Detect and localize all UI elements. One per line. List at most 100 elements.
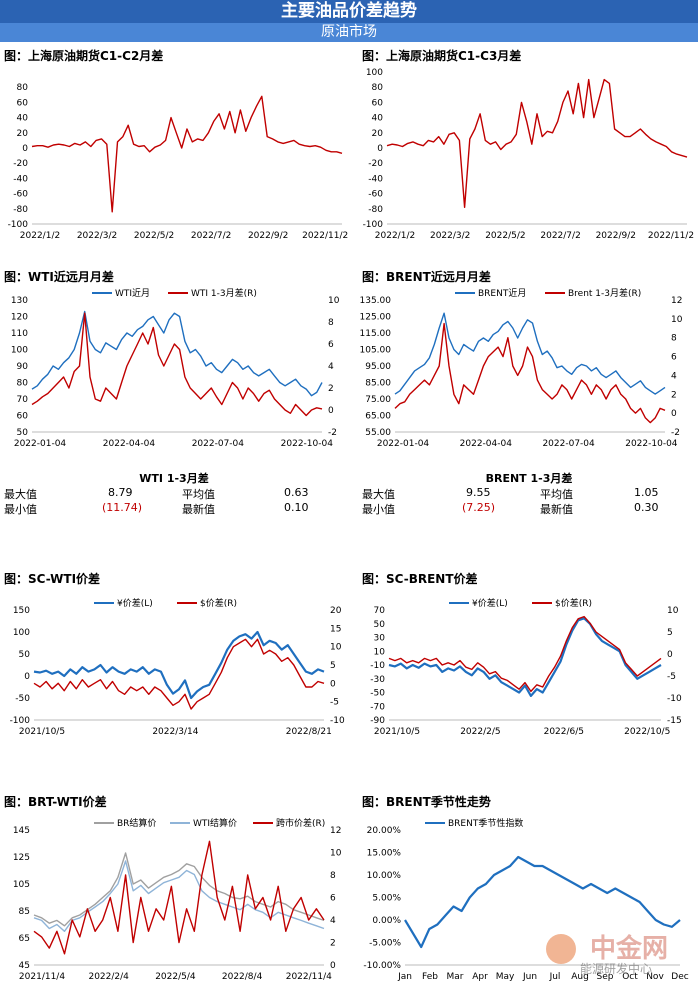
stat-min-label: 最小值 <box>362 503 395 516</box>
y-tick-label: 70 <box>374 606 386 616</box>
x-tick-label: 2022/7/2 <box>540 231 580 241</box>
x-tick-label: Nov <box>646 972 664 982</box>
y2-tick-label: 2 <box>671 390 677 400</box>
y-tick-label: 125 <box>13 853 30 863</box>
y-tick-label: 15.00% <box>367 849 402 859</box>
y-tick-label: 30 <box>374 634 386 644</box>
legend-label: BR结算价 <box>117 817 156 829</box>
y-tick-label: -90 <box>370 716 385 726</box>
y-tick-label: 105.00 <box>360 346 392 356</box>
chart-title-wti: 图：WTI近远月月差 <box>4 270 114 284</box>
y-tick-label: 10.00% <box>367 871 402 881</box>
y2-tick-label: -2 <box>328 428 337 438</box>
x-tick-label: 2022/3/14 <box>152 727 198 737</box>
stat-max-label: 最大值 <box>362 488 395 501</box>
series-line-2 <box>33 638 325 710</box>
x-tick-label: 2022/3/2 <box>77 231 117 241</box>
y-tick-label: -20 <box>368 159 383 169</box>
watermark-logo-icon <box>546 934 576 964</box>
y2-tick-label: 0 <box>330 679 336 689</box>
y-tick-label: 55.00 <box>365 428 391 438</box>
series-line-2 <box>33 860 325 933</box>
y2-tick-label: -10 <box>667 694 682 704</box>
y-tick-label: 135.00 <box>360 296 392 306</box>
x-tick-label: 2022/5/2 <box>485 231 525 241</box>
x-tick-label: 2022-10-04 <box>281 439 334 449</box>
x-tick-label: 2022/8/4 <box>222 972 263 982</box>
y-tick-label: 115.00 <box>360 329 392 339</box>
y-tick-label: 40 <box>17 114 29 124</box>
legend-label: WTI结算价 <box>193 817 237 829</box>
y2-tick-label: 0 <box>330 961 336 971</box>
stat-min-value: (7.25) <box>462 501 496 514</box>
stat-last-label: 最新值 <box>182 503 215 516</box>
y-tick-label: 90 <box>17 362 29 372</box>
y-tick-label: 60 <box>17 412 29 422</box>
x-tick-label: 2021/10/5 <box>374 727 420 737</box>
series-line-1 <box>31 310 323 397</box>
legend-label: 跨市价差(R) <box>276 817 325 829</box>
chart-brt-wti: 45 65 85 105 125 145 0 2 4 6 8 10 12 2021/11/4 2022/2/… <box>13 817 342 982</box>
stat-avg-value: 1.05 <box>634 486 659 499</box>
y-tick-label: 150 <box>13 606 30 616</box>
chart-brent-seasonal: -10.00% -5.00% 0.00% 5.00% 10.00% 15.00% 20.00… <box>363 817 688 982</box>
y-tick-label: 105 <box>13 880 30 890</box>
y2-tick-label: 8 <box>328 318 334 328</box>
x-tick-label: 2022/1/2 <box>20 231 60 241</box>
y2-tick-label: -10 <box>330 716 345 726</box>
x-tick-label: Aug <box>571 972 589 982</box>
x-tick-label: 2022/1/2 <box>375 231 415 241</box>
series-line-1 <box>33 852 325 927</box>
page-title: 主要油品价差趋势 <box>0 0 698 23</box>
x-tick-label: 2022-07-04 <box>542 439 595 449</box>
y-tick-label: 125.00 <box>360 313 392 323</box>
watermark-account: 能源研发中心 <box>580 962 653 976</box>
x-tick-label: May <box>496 972 515 982</box>
y2-tick-label: 10 <box>330 643 342 653</box>
y2-tick-label: 2 <box>330 939 336 949</box>
x-tick-label: 2021/11/4 <box>19 972 65 982</box>
y-tick-label: 145 <box>13 826 30 836</box>
x-tick-label: Sep <box>597 972 614 982</box>
y-tick-label: -40 <box>368 174 383 184</box>
series-line-2 <box>394 322 666 424</box>
y-tick-label: 75.00 <box>365 395 391 405</box>
y2-tick-label: 6 <box>330 894 336 904</box>
x-tick-label: 2022-04-04 <box>103 439 156 449</box>
y2-tick-label: 12 <box>330 826 341 836</box>
y2-tick-label: 5 <box>667 628 673 638</box>
x-tick-label: 2022-07-04 <box>192 439 245 449</box>
y2-tick-label: 4 <box>328 362 334 372</box>
y2-tick-label: 2 <box>328 384 334 394</box>
y-tick-label: 100 <box>11 346 28 356</box>
legend-label: WTI 1-3月差(R) <box>191 287 257 299</box>
stat-last-label: 最新值 <box>540 503 573 516</box>
y2-tick-label: 8 <box>671 334 677 344</box>
y-tick-label: 20.00% <box>367 826 402 836</box>
y2-tick-label: 10 <box>667 606 679 616</box>
y-tick-label: -10.00% <box>363 961 401 971</box>
stat-max-label: 最大值 <box>4 488 37 501</box>
stat-last-value: 0.30 <box>634 501 659 514</box>
series-line-1 <box>33 630 325 700</box>
x-tick-label: Mar <box>447 972 464 982</box>
y-tick-label: 50 <box>17 428 29 438</box>
x-tick-label: 2022/9/2 <box>248 231 288 241</box>
y2-tick-label: 10 <box>671 315 683 325</box>
stat-max-value: 8.79 <box>108 486 133 499</box>
x-tick-label: 2022/8/21 <box>286 727 332 737</box>
x-tick-label: 2022-04-04 <box>460 439 513 449</box>
stat-min-value: (11.74) <box>102 501 143 514</box>
x-tick-label: Feb <box>422 972 438 982</box>
y-tick-label: 70 <box>17 395 29 405</box>
series-line-1 <box>31 95 343 213</box>
x-tick-label: Jun <box>522 972 537 982</box>
legend-label: BRENT近月 <box>478 287 526 299</box>
stat-last-value: 0.10 <box>284 501 309 514</box>
y-tick-label: -50 <box>15 694 30 704</box>
legend-label: $价差(R) <box>555 597 592 609</box>
x-tick-label: 2022/10/5 <box>624 727 670 737</box>
y2-tick-label: 8 <box>330 871 336 881</box>
chart-title-c1c3: 图：上海原油期货C1-C3月差 <box>362 49 522 63</box>
